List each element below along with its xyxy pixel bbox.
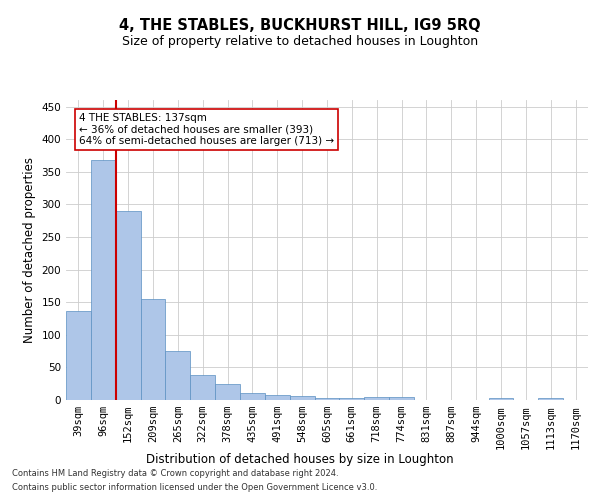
Bar — [140, 299, 166, 400]
Bar — [166, 351, 190, 400]
Text: Distribution of detached houses by size in Loughton: Distribution of detached houses by size … — [146, 452, 454, 466]
Bar — [364, 396, 389, 400]
Text: 4 THE STABLES: 137sqm
← 36% of detached houses are smaller (393)
64% of semi-det: 4 THE STABLES: 137sqm ← 36% of detached … — [79, 113, 334, 146]
Bar — [116, 211, 140, 400]
Text: Contains HM Land Registry data © Crown copyright and database right 2024.: Contains HM Land Registry data © Crown c… — [12, 469, 338, 478]
Bar — [91, 160, 116, 400]
Bar — [538, 398, 563, 400]
Bar — [340, 398, 364, 400]
Bar — [240, 394, 265, 400]
Y-axis label: Number of detached properties: Number of detached properties — [23, 157, 36, 343]
Bar — [314, 398, 340, 400]
Bar — [290, 396, 314, 400]
Bar — [265, 395, 290, 400]
Bar — [389, 396, 414, 400]
Bar — [66, 312, 91, 400]
Bar — [488, 398, 514, 400]
Bar — [215, 384, 240, 400]
Text: Contains public sector information licensed under the Open Government Licence v3: Contains public sector information licen… — [12, 483, 377, 492]
Text: Size of property relative to detached houses in Loughton: Size of property relative to detached ho… — [122, 35, 478, 48]
Text: 4, THE STABLES, BUCKHURST HILL, IG9 5RQ: 4, THE STABLES, BUCKHURST HILL, IG9 5RQ — [119, 18, 481, 32]
Bar — [190, 375, 215, 400]
